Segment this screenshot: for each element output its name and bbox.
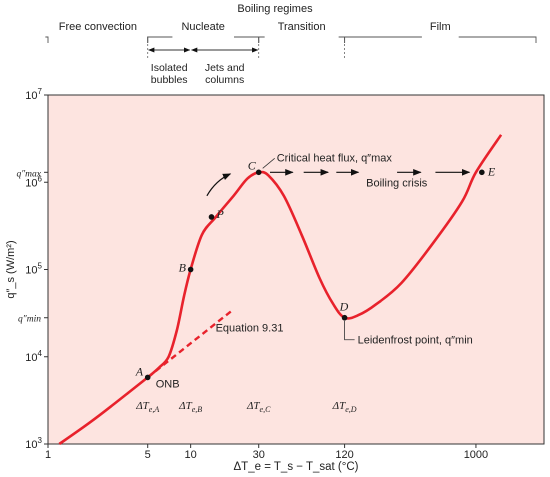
x-tick-label: 1000 — [464, 449, 488, 461]
y-tick-label: 105 — [25, 262, 42, 277]
nucleate-direction-arrow — [206, 173, 232, 197]
delta-t-label: ΔTe,C — [246, 400, 271, 414]
regimes-title: Boiling regimes — [237, 3, 313, 15]
y-tick-label: 104 — [25, 349, 42, 364]
point-label-b: B — [179, 261, 187, 275]
x-tick-label: 1 — [45, 449, 51, 461]
regime-label: Nucleate — [181, 21, 224, 33]
qmax-tick-label: q″max — [16, 169, 41, 179]
x-tick-label: 120 — [335, 449, 353, 461]
boiling-crisis-label: Boiling crisis — [366, 177, 428, 189]
delta-t-label: ΔTe,D — [332, 400, 357, 414]
x-tick-label: 5 — [145, 449, 151, 461]
regime-bracket — [344, 36, 537, 43]
point-label-c: C — [248, 158, 257, 172]
delta-t-label: ΔTe,B — [178, 400, 202, 414]
point-e — [479, 169, 485, 176]
x-tick-label: 30 — [253, 449, 265, 461]
point-p — [208, 214, 215, 220]
subregime-label: Isolated — [151, 62, 188, 74]
y-tick-label: 103 — [25, 436, 42, 451]
subregime-label: bubbles — [151, 74, 188, 86]
point-a — [144, 374, 151, 381]
plot-area — [47, 94, 545, 445]
chf-leader — [262, 158, 275, 169]
x-tick-label: 10 — [185, 449, 197, 461]
y-tick-label: 107 — [25, 87, 42, 102]
subregime-label: columns — [205, 74, 244, 86]
point-d — [341, 314, 348, 321]
point-b — [187, 266, 194, 273]
equation-931-label: Equation 9.31 — [216, 322, 284, 334]
point-label-d: D — [339, 300, 349, 314]
leidenfrost-leader — [344, 320, 355, 341]
point-label-p: P — [215, 207, 224, 221]
y-tick-label: 106 — [25, 174, 42, 189]
point-label-a: A — [135, 364, 144, 378]
regime-label: Free convection — [59, 21, 137, 33]
point-label-e: E — [487, 164, 496, 178]
x-axis-label: ΔT_e = T_s − T_sat (°C) — [234, 461, 359, 473]
y-axis-label: q″_s (W/m²) — [5, 240, 17, 298]
equation-931-line — [146, 308, 235, 379]
regime-bracket — [258, 36, 346, 43]
onb-label: ONB — [156, 378, 180, 390]
subregime-label: Jets and — [205, 62, 245, 74]
point-c — [255, 169, 262, 176]
delta-t-label: ΔTe,A — [135, 400, 159, 414]
chf-label: Critical heat flux, q″max — [277, 152, 393, 164]
regime-label: Film — [430, 21, 451, 33]
regime-bracket — [147, 36, 260, 43]
qmin-tick-label: q″min — [18, 315, 41, 325]
regime-label: Transition — [278, 21, 326, 33]
leidenfrost-label: Leidenfrost point, q″min — [358, 335, 473, 347]
regime-bracket — [45, 36, 151, 43]
